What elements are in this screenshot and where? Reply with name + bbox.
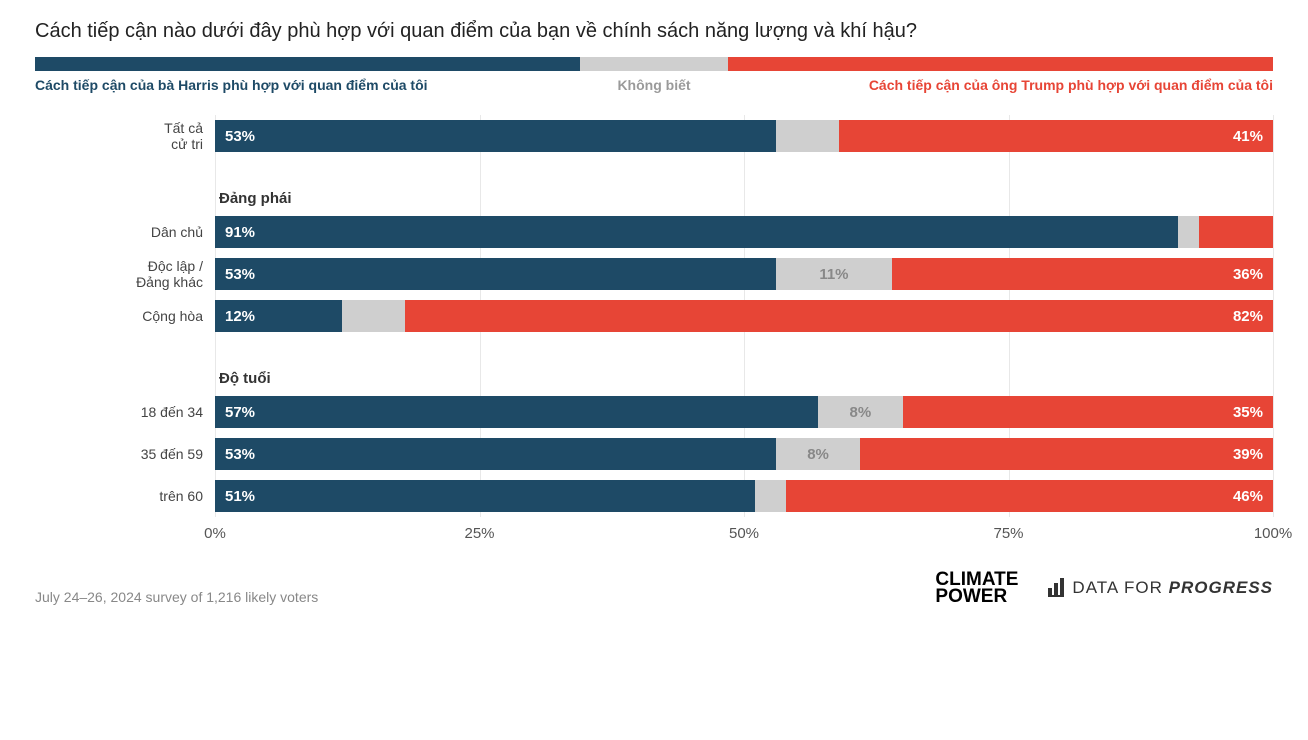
bar-value: 8% — [807, 446, 829, 463]
axis-tick-label: 75% — [993, 525, 1023, 542]
row-label: 18 đến 34 — [35, 391, 215, 433]
bar-value: 51% — [225, 488, 255, 505]
bar-value: 8% — [850, 404, 872, 421]
bar-segment-trump: 7% — [1199, 216, 1273, 248]
row-label: Cộng hòa — [35, 295, 215, 337]
legend-segment — [580, 57, 729, 71]
axis-tick-label: 0% — [204, 525, 226, 542]
bar-value: 11% — [819, 266, 848, 283]
section-header: Đảng phái — [215, 177, 1273, 211]
bar-row: 53% 8% 39% — [215, 433, 1273, 475]
bar-row: 91% 2%7% — [215, 211, 1273, 253]
stacked-bar: 53% 6% 41% — [215, 120, 1273, 152]
bar-segment-harris: 53% — [215, 120, 776, 152]
bar-value: 53% — [225, 266, 255, 283]
survey-footnote: July 24–26, 2024 survey of 1,216 likely … — [35, 589, 318, 605]
bar-chart-icon — [1048, 579, 1064, 597]
bar-segment-harris: 12% — [215, 300, 342, 332]
bar-segment-harris: 51% — [215, 480, 755, 512]
dfp-text: DATA FOR PROGRESS — [1072, 578, 1273, 598]
bar-segment-harris: 91% — [215, 216, 1178, 248]
legend-segment — [35, 57, 580, 71]
stacked-bar: 12% 6% 82% — [215, 300, 1273, 332]
bar-segment-harris: 53% — [215, 258, 776, 290]
bar-segment-dk: 11% — [776, 258, 892, 290]
row-label: Độc lập /Đảng khác — [35, 253, 215, 295]
bar-row: 53% 11% 36% — [215, 253, 1273, 295]
chart: Tất cảcử tri Dân chủĐộc lập /Đảng khácCộn… — [35, 115, 1273, 549]
bar-row: 12% 6% 82% — [215, 295, 1273, 337]
legend-label: Cách tiếp cận của ông Trump phù hợp với … — [728, 77, 1273, 93]
bar-row: 57% 8% 35% — [215, 391, 1273, 433]
legend-color-bar — [35, 57, 1273, 71]
stacked-bar: 51% 3% 46% — [215, 480, 1273, 512]
legend-segment — [728, 57, 1273, 71]
stacked-bar: 53% 8% 39% — [215, 438, 1273, 470]
chart-title: Cách tiếp cận nào dưới đây phù hợp với q… — [35, 20, 1273, 43]
row-label: trên 60 — [35, 475, 215, 517]
data-for-progress-logo: DATA FOR PROGRESS — [1048, 578, 1273, 598]
bar-value: 46% — [1233, 488, 1263, 505]
dfp-emphasis: PROGRESS — [1169, 578, 1273, 597]
bar-value: 53% — [225, 128, 255, 145]
bar-segment-trump: 39% — [860, 438, 1273, 470]
bar-segment-dk: 6% — [776, 120, 839, 152]
bar-segment-dk: 8% — [818, 396, 903, 428]
axis-tick-label: 50% — [729, 525, 759, 542]
section-header: Độ tuổi — [215, 357, 1273, 391]
bar-segment-trump: 36% — [892, 258, 1273, 290]
logos: CLIMATE POWER DATA FOR PROGRESS — [935, 571, 1273, 605]
bar-segment-dk: 2% — [1178, 216, 1199, 248]
bar-value: 41% — [1233, 128, 1263, 145]
climate-power-logo: CLIMATE POWER — [935, 571, 1018, 605]
bar-value: 39% — [1233, 446, 1263, 463]
legend-labels: Cách tiếp cận của bà Harris phù hợp với … — [35, 77, 1273, 93]
bar-segment-trump: 35% — [903, 396, 1273, 428]
bar-segment-trump: 82% — [405, 300, 1273, 332]
stacked-bar: 91% 2%7% — [215, 216, 1273, 248]
bar-segment-dk: 6% — [342, 300, 405, 332]
bars-column: 53% 6% 41% Đảng phái 91% 2%7% 53% 11% 36% 12% 6% 82… — [215, 115, 1273, 517]
x-axis-ticks: 0%25%50%75%100% — [215, 525, 1273, 549]
legend-label: Không biết — [580, 77, 729, 93]
footer: July 24–26, 2024 survey of 1,216 likely … — [35, 571, 1273, 605]
bar-value: 36% — [1233, 266, 1263, 283]
row-label: Tất cảcử tri — [35, 115, 215, 157]
bar-value: 53% — [225, 446, 255, 463]
bar-segment-dk: 3% — [755, 480, 787, 512]
bar-segment-trump: 46% — [786, 480, 1273, 512]
dfp-prefix: DATA FOR — [1072, 578, 1168, 597]
x-axis: 0%25%50%75%100% — [35, 525, 1273, 549]
bar-value: 57% — [225, 404, 255, 421]
legend-label: Cách tiếp cận của bà Harris phù hợp với … — [35, 77, 580, 93]
row-labels-column: Tất cảcử tri Dân chủĐộc lập /Đảng khácCộn… — [35, 115, 215, 517]
gridline — [1273, 115, 1274, 517]
bar-row: 51% 3% 46% — [215, 475, 1273, 517]
axis-tick-label: 100% — [1254, 525, 1292, 542]
axis-tick-label: 25% — [464, 525, 494, 542]
bar-value: 12% — [225, 308, 255, 325]
stacked-bar: 57% 8% 35% — [215, 396, 1273, 428]
bar-row: 53% 6% 41% — [215, 115, 1273, 157]
row-label: 35 đến 59 — [35, 433, 215, 475]
bar-value: 82% — [1233, 308, 1263, 325]
row-label: Dân chủ — [35, 211, 215, 253]
climate-power-line2: POWER — [935, 588, 1018, 605]
bar-value: 35% — [1233, 404, 1263, 421]
bar-segment-dk: 8% — [776, 438, 861, 470]
bar-segment-harris: 53% — [215, 438, 776, 470]
bar-segment-trump: 41% — [839, 120, 1273, 152]
bar-segment-harris: 57% — [215, 396, 818, 428]
bar-value: 91% — [225, 224, 255, 241]
stacked-bar: 53% 11% 36% — [215, 258, 1273, 290]
